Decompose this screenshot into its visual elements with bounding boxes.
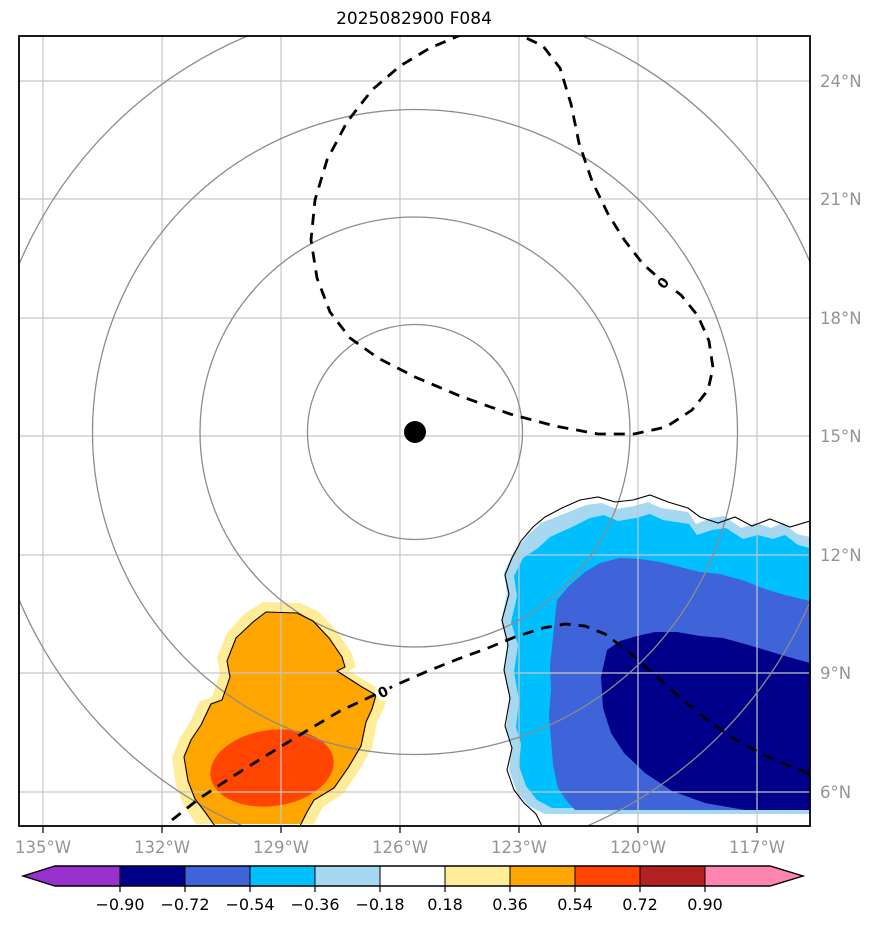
y-axis-labels: 24°N 21°N 18°N 15°N 12°N 9°N 6°N [820,72,862,802]
y-tick-label: 9°N [820,664,851,683]
x-axis-labels: 135°W 132°W 129°W 126°W 123°W 120°W 117°… [15,838,785,857]
colorbar-tick-label: −0.36 [290,895,339,914]
colorbar-tick-label: 0.54 [557,895,593,914]
colorbar-labels: −0.90 −0.72 −0.54 −0.36 −0.18 0.18 0.36 … [95,895,722,914]
band-neg-0p72 [601,632,810,810]
zero-contour-loop [309,36,715,436]
colorbar-tick-label: −0.54 [225,895,274,914]
zero-contours [171,36,810,822]
x-tick-label: 126°W [372,838,428,857]
colorbar-seg-10 [705,866,770,886]
colorbar-tick-label: −0.90 [95,895,144,914]
colorbar-seg-1 [120,866,185,886]
x-tick-label: 117°W [729,838,785,857]
colorbar-arrow-left [23,866,55,886]
colorbar-tick-label: 0.18 [427,895,463,914]
y-tick-label: 24°N [820,72,862,91]
colorbar-seg-5 [380,866,445,886]
chart-title: 2025082900 F084 [336,9,492,29]
filled-contours [172,502,810,824]
negative-region-outline [501,494,810,826]
colorbar-seg-3 [250,866,315,886]
colorbar-seg-4 [315,866,380,886]
colorbar-tick-label: −0.18 [355,895,404,914]
range-ring-2 [199,216,631,648]
colorbar: −0.90 −0.72 −0.54 −0.36 −0.18 0.18 0.36 … [20,865,806,914]
range-rings [19,36,810,826]
colorbar-tick-label: −0.72 [160,895,209,914]
x-tick-label: 132°W [134,838,190,857]
y-tick-label: 21°N [820,190,862,209]
colorbar-dividers [119,866,706,886]
x-tick-label: 129°W [253,838,309,857]
zero-label-upper: 0 [654,275,673,293]
y-tick-label: 15°N [820,427,862,446]
positive-region-outline [183,611,377,826]
center-marker-dot [404,421,426,443]
colorbar-tick-label: 0.72 [622,895,658,914]
colorbar-outline [20,865,806,887]
zero-contour-line [171,622,810,822]
colorbar-ticks [119,886,706,892]
y-tick-label: 12°N [820,546,862,565]
x-tick-label: 135°W [15,838,71,857]
colorbar-seg-8 [575,866,640,886]
range-ring-3 [91,108,739,756]
colorbar-tick-label: 0.90 [687,895,723,914]
x-tick-label: 123°W [491,838,547,857]
colorbar-seg-6 [445,866,510,886]
plot-frame [18,35,811,827]
band-pos-0p54 [210,729,334,807]
negative-anomaly-region [501,502,810,814]
colorbar-seg-2 [185,866,250,886]
x-axis-ticks [42,826,758,833]
colorbar-tick-label: 0.36 [492,895,528,914]
solid-contour-outlines [183,494,810,826]
range-ring-1 [306,323,524,541]
colorbar-seg-9 [640,866,705,886]
colorbar-seg-0 [55,866,120,886]
x-tick-label: 120°W [610,838,666,857]
y-tick-label: 6°N [820,783,851,802]
colorbar-arrow-right [770,866,803,886]
colorbar-seg-7 [510,866,575,886]
positive-anomaly-region [172,602,388,824]
y-tick-label: 18°N [820,309,862,328]
gridlines [19,36,810,826]
